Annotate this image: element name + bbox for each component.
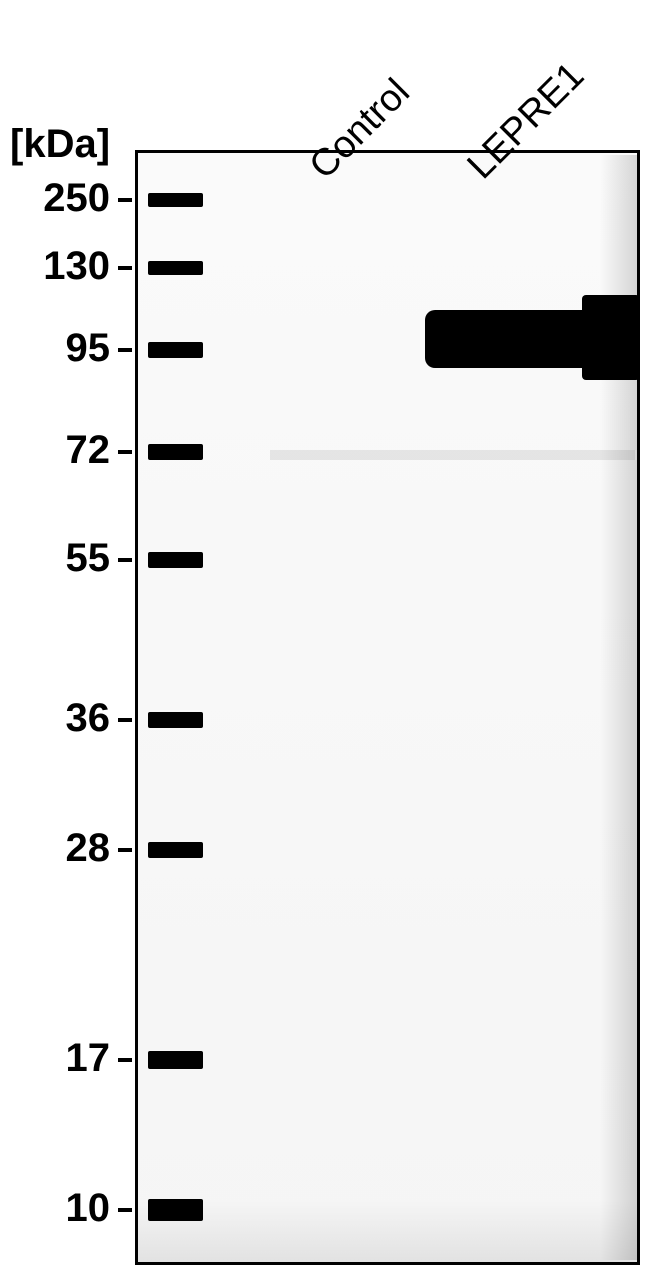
tick-label: 36: [0, 696, 110, 741]
ladder-band: [148, 193, 203, 207]
tick-label: 130: [0, 244, 110, 289]
ladder-band: [148, 1051, 203, 1069]
ladder-band: [148, 342, 203, 358]
tick-label: 250: [0, 176, 110, 221]
tick-mark: [118, 558, 132, 562]
tick-mark: [118, 1058, 132, 1062]
ladder-band: [148, 261, 203, 275]
tick-mark: [118, 848, 132, 852]
edge-shadow-right: [600, 155, 637, 1260]
tick-mark: [118, 718, 132, 722]
tick-label: 17: [0, 1036, 110, 1081]
tick-mark: [118, 1208, 132, 1212]
tick-label: 10: [0, 1186, 110, 1231]
edge-shadow-bottom: [138, 1200, 638, 1262]
tick-label: 55: [0, 536, 110, 581]
tick-mark: [118, 198, 132, 202]
ladder-band: [148, 552, 203, 568]
axis-unit-label: [kDa]: [10, 122, 110, 167]
tick-label: 95: [0, 326, 110, 371]
faint-band-72: [270, 450, 635, 460]
tick-label: 28: [0, 826, 110, 871]
ladder-band: [148, 444, 203, 460]
tick-mark: [118, 450, 132, 454]
tick-mark: [118, 266, 132, 270]
western-blot-figure: [kDa] Control LEPRE1 2501309572553628171…: [0, 0, 650, 1278]
tick-mark: [118, 348, 132, 352]
ladder-band: [148, 842, 203, 858]
tick-label: 72: [0, 428, 110, 473]
ladder-band: [148, 712, 203, 728]
